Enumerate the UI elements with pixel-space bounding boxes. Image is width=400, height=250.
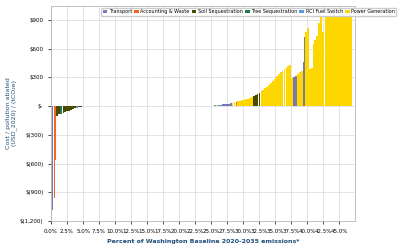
Bar — [259, 93, 260, 106]
Bar — [55, 106, 56, 160]
Bar — [253, 96, 255, 106]
Bar — [299, 72, 301, 106]
Bar — [303, 62, 304, 106]
Bar — [243, 100, 245, 106]
Bar — [236, 102, 237, 106]
Bar — [325, 16, 352, 106]
Bar — [280, 72, 282, 106]
Bar — [316, 36, 318, 106]
Bar — [245, 99, 247, 106]
Bar — [318, 23, 320, 106]
Bar — [268, 85, 270, 106]
Bar — [78, 106, 80, 107]
Bar — [262, 90, 264, 106]
Bar — [270, 84, 272, 106]
Bar — [80, 106, 82, 107]
Bar — [68, 106, 70, 110]
Bar — [320, 17, 322, 106]
Bar — [72, 106, 74, 109]
Bar — [301, 71, 303, 106]
Bar — [304, 37, 305, 106]
Bar — [274, 79, 276, 106]
Bar — [322, 32, 324, 106]
Bar — [52, 106, 54, 210]
Bar — [216, 105, 218, 106]
Bar — [234, 102, 236, 106]
Bar — [266, 87, 268, 106]
Bar — [309, 69, 311, 106]
Bar — [286, 68, 287, 106]
Bar — [54, 106, 55, 198]
Bar — [238, 102, 239, 106]
Bar — [240, 101, 241, 106]
Bar — [249, 98, 251, 106]
Bar — [70, 106, 72, 110]
X-axis label: Percent of Washington Baseline 2020-2035 emissions*: Percent of Washington Baseline 2020-2035… — [107, 240, 299, 244]
Bar — [76, 106, 78, 108]
Bar — [66, 106, 68, 111]
Bar — [247, 98, 249, 106]
Bar — [307, 28, 309, 106]
Bar — [241, 100, 243, 106]
Bar — [295, 76, 297, 106]
Bar — [64, 106, 66, 112]
Bar — [60, 106, 62, 114]
Bar — [260, 91, 262, 106]
Bar — [291, 78, 293, 106]
Bar — [74, 106, 76, 108]
Bar — [278, 74, 280, 106]
Bar — [288, 66, 289, 106]
Bar — [289, 65, 291, 106]
Legend: Transport, Accounting & Waste, Soil Sequestration, Tree Sequestration, RCI Fuel : Transport, Accounting & Waste, Soil Sequ… — [101, 8, 396, 16]
Bar — [257, 94, 258, 106]
Bar — [297, 74, 299, 106]
Bar — [58, 106, 60, 114]
Bar — [305, 32, 307, 106]
Bar — [56, 106, 58, 116]
Bar — [226, 104, 228, 106]
Bar — [228, 104, 230, 106]
Bar — [224, 104, 226, 106]
Bar — [272, 81, 274, 106]
Bar — [218, 105, 220, 106]
Bar — [255, 95, 256, 106]
Bar — [282, 71, 284, 106]
Bar — [251, 97, 253, 106]
Bar — [220, 105, 222, 106]
Bar — [232, 103, 234, 106]
Bar — [293, 77, 295, 106]
Bar — [276, 76, 278, 106]
Y-axis label: Cost / pollution abated
(USD_2020) / (tCO₂e): Cost / pollution abated (USD_2020) / (tC… — [6, 78, 17, 149]
Bar — [222, 104, 224, 106]
Bar — [311, 68, 313, 106]
Bar — [314, 40, 316, 106]
Bar — [62, 106, 64, 113]
Bar — [264, 88, 266, 106]
Bar — [313, 44, 314, 106]
Bar — [284, 69, 285, 106]
Bar — [230, 103, 232, 106]
